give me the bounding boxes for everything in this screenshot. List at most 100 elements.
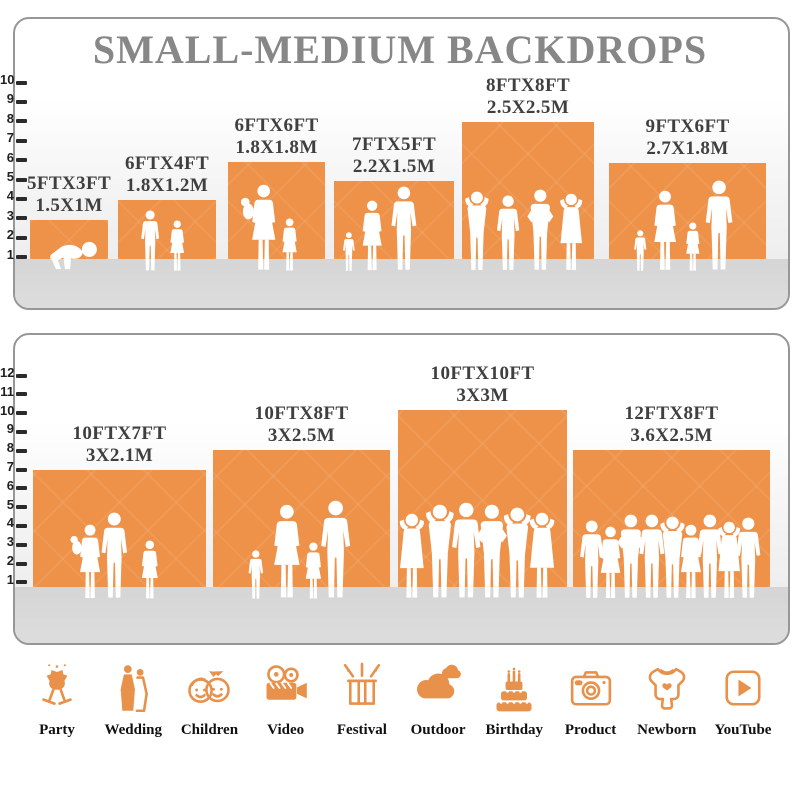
backdrop-size-label: 10FTX7FT 3X2.1M (73, 423, 167, 468)
scale-tick-dash (16, 392, 27, 397)
floor-bottom-panel (15, 587, 788, 643)
newborn-icon (648, 667, 686, 710)
backdrop-size-label: 12FTX8FT 3.6X2.5M (625, 403, 719, 448)
person-silhouette-woman (279, 218, 300, 272)
scale-tick-number: 12 (0, 365, 15, 380)
scale-tick-dash (16, 542, 27, 547)
category-product: Product (558, 662, 624, 739)
backdrop-size-ft: 9FTX6FT (645, 116, 730, 137)
backdrop-size-m: 3X2.1M (85, 445, 154, 467)
person-silhouette-man (493, 195, 523, 272)
scale-tick-number: 7 (6, 459, 14, 474)
scale-tick-number: 1 (6, 571, 14, 587)
scale-tick: 8 (0, 441, 27, 455)
scale-tick: 7 (0, 131, 27, 145)
scale-tick-dash (16, 411, 27, 416)
scale-tick: 9 (0, 92, 27, 106)
scale-tick-number: 11 (0, 383, 14, 399)
person-silhouette-woman (683, 222, 703, 272)
birthday-icon (496, 667, 532, 712)
scale-tick: 11 (0, 383, 27, 399)
scale-tick-dash (16, 523, 27, 528)
person-silhouette-man (701, 180, 737, 272)
scale-tick: 6 (0, 150, 27, 165)
category-youtube: YouTube (710, 662, 776, 739)
backdrop-size-label: 8FTX8FT 2.5X2.5M (486, 75, 570, 120)
scale-tick-dash (16, 196, 27, 201)
person-silhouette-baby (47, 240, 98, 272)
backdrop-rect (213, 450, 390, 587)
person-silhouette-womanup (524, 512, 560, 600)
youtube-icon (725, 670, 761, 706)
scale-tick-dash (16, 119, 27, 124)
category-label: Outdoor (410, 722, 466, 738)
person-silhouette-man (341, 232, 357, 272)
scale-tick: 1 (0, 571, 27, 587)
product-icon (570, 671, 611, 706)
scale-tick-number: 10 (0, 402, 15, 418)
scale-tick-dash (16, 216, 27, 221)
person-silhouette-manup (461, 191, 493, 272)
category-birthday: Birthday (481, 662, 547, 739)
backdrop-size-ft: 7FTX5FT (351, 134, 437, 155)
scale-tick-number: 10 (0, 72, 15, 87)
category-label: Newborn (637, 722, 697, 738)
scale-tick: 9 (0, 422, 27, 436)
backdrop-size-m: 2.7X1.8M (646, 138, 729, 160)
backdrop-size-label: 7FTX5FT 2.2X1.5M (352, 134, 436, 179)
scale-tick: 2 (0, 554, 27, 568)
scale-tick-dash (16, 138, 27, 143)
wedding-icon (120, 665, 149, 713)
backdrop-size-label: 9FTX6FT 2.7X1.8M (645, 116, 729, 161)
scale-tick-dash (16, 486, 27, 491)
scale-tick-number: 5 (6, 496, 14, 512)
scale-tick: 10 (0, 402, 27, 418)
backdrop-size-m: 3X2.5M (267, 425, 336, 447)
scale-tick-dash (16, 373, 27, 378)
scale-tick-number: 9 (6, 421, 14, 437)
scale-tick: 5 (0, 496, 27, 512)
person-silhouette-man (632, 230, 649, 272)
backdrop-size-m: 2.5X2.5M (486, 97, 570, 119)
scale-tick-number: 1 (6, 246, 14, 262)
backdrop-size-ft: 10FTX10FT (430, 363, 535, 384)
category-label: Birthday (485, 722, 544, 738)
backdrop-size-label: 10FTX8FT 3X2.5M (255, 403, 349, 448)
scale-tick: 4 (0, 516, 27, 530)
scale-tick: 4 (0, 189, 27, 203)
festival-icon (343, 662, 381, 705)
person-silhouette-womanbaby (237, 184, 278, 272)
scale-tick-dash (16, 561, 27, 566)
backdrop-size-label: 5FTX3FT 1.5X1M (27, 173, 111, 218)
category-label: Festival (336, 722, 387, 738)
scale-tick-dash (16, 448, 27, 453)
person-silhouette-woman (167, 220, 187, 272)
person-silhouette-man (387, 186, 421, 272)
person-silhouette-man (316, 500, 355, 600)
scale-tick-dash (16, 429, 27, 434)
scale-tick-dash (16, 235, 27, 240)
scale-tick-number: 3 (6, 207, 14, 223)
person-silhouette-woman (268, 504, 306, 600)
backdrop-size-m: 3.6X2.5M (630, 425, 713, 447)
category-label: Video (267, 722, 305, 738)
scale-tick-number: 4 (6, 515, 14, 531)
scale-tick-dash (16, 580, 27, 585)
backdrop-size-ft: 12FTX8FT (624, 403, 719, 424)
party-icon (42, 664, 72, 705)
category-label: Product (564, 722, 617, 738)
page-title: SMALL-MEDIUM BACKDROPS (92, 27, 708, 72)
scale-tick-number: 9 (6, 91, 14, 107)
scale-tick-dash (16, 80, 27, 85)
person-silhouette-woman (649, 190, 681, 272)
category-label: Party (39, 722, 75, 738)
backdrop-size-ft: 10FTX7FT (72, 423, 167, 444)
person-silhouette-womanup (555, 193, 587, 272)
scale-tick: 3 (0, 207, 27, 223)
category-outdoor: Outdoor (405, 662, 471, 739)
scale-tick-number: 5 (6, 169, 14, 184)
backdrop-size-ft: 6FTX6FT (234, 115, 319, 136)
scale-tick-number: 2 (6, 227, 14, 243)
backdrop-size-m: 1.8X1.8M (235, 137, 318, 159)
